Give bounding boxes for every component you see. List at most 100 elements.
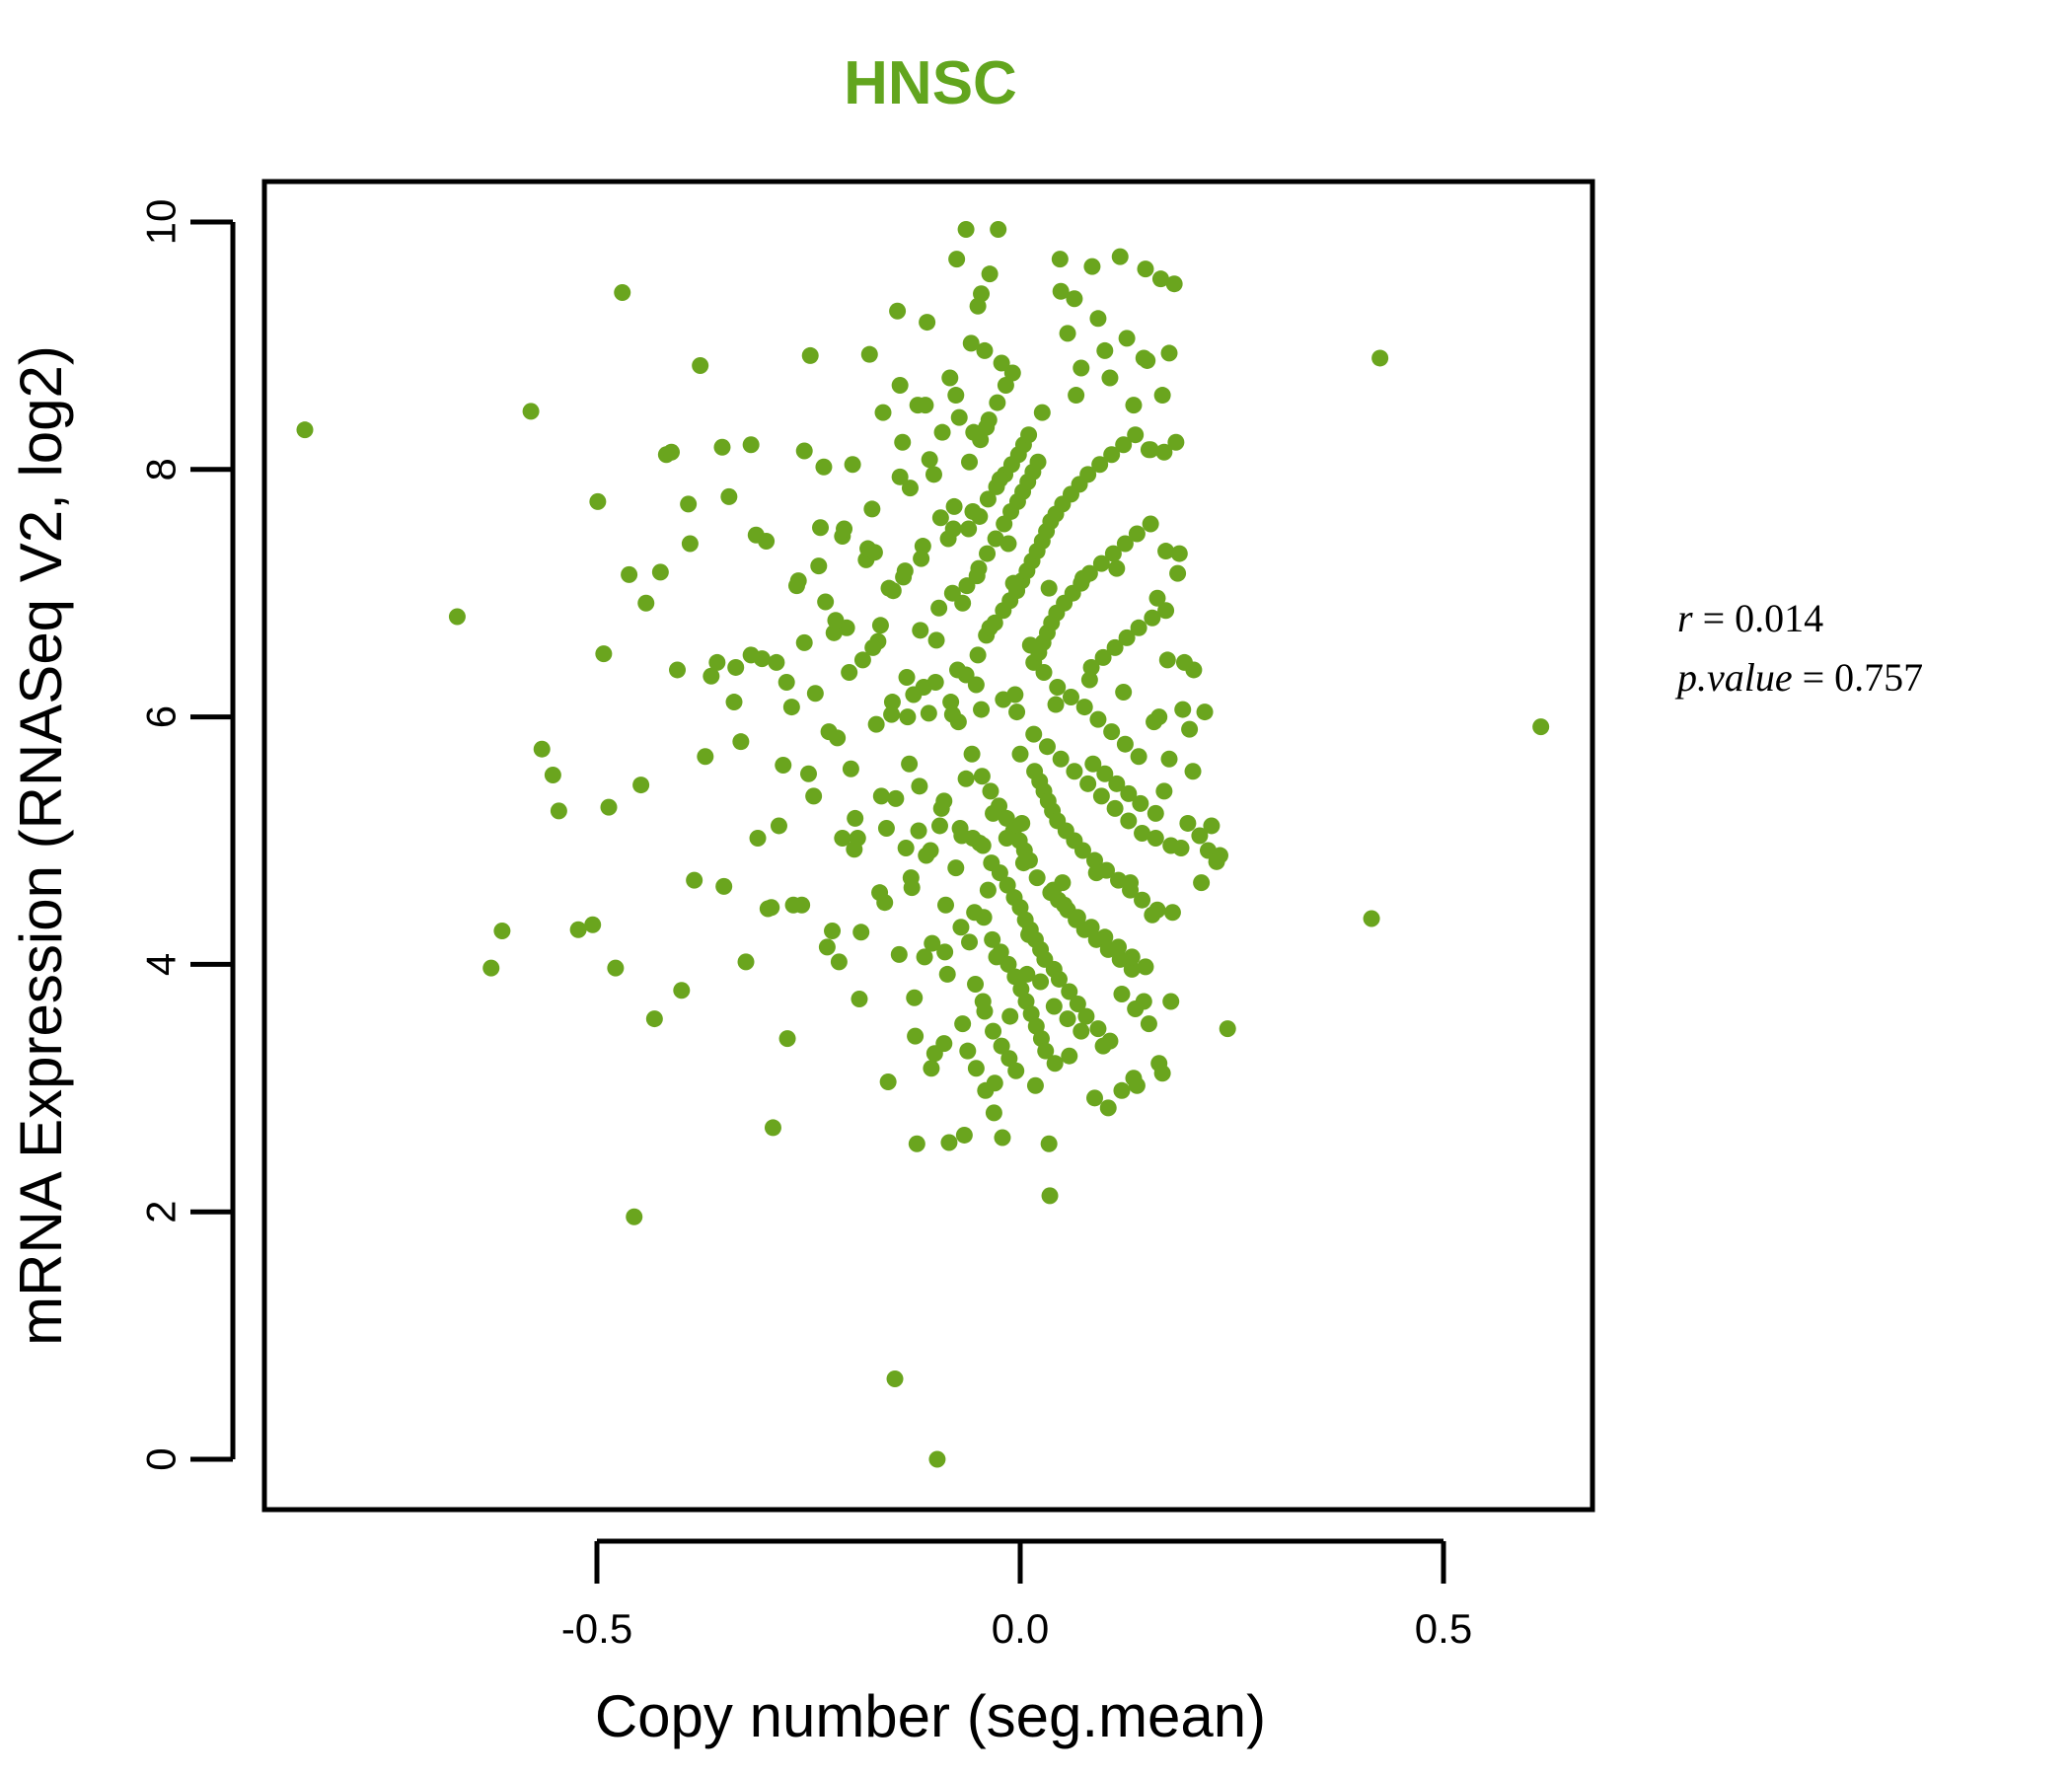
data-point [737, 953, 755, 971]
data-point [713, 438, 731, 456]
data-point [1047, 696, 1065, 713]
data-point [849, 829, 866, 847]
data-point [1103, 446, 1121, 464]
data-point [961, 453, 979, 471]
data-point [985, 1022, 1002, 1040]
data-point [836, 520, 853, 538]
data-point [669, 661, 687, 679]
data-point [1079, 775, 1097, 792]
data-point [860, 345, 878, 363]
data-point [1059, 325, 1076, 342]
data-point [998, 829, 1015, 847]
data-point [637, 594, 655, 612]
data-point [1153, 387, 1171, 405]
data-point [877, 819, 895, 837]
data-point [1155, 443, 1173, 461]
data-point [1172, 840, 1190, 857]
data-point [920, 704, 937, 722]
data-point [1118, 629, 1136, 646]
data-point [1118, 330, 1136, 347]
data-point [879, 1073, 897, 1091]
data-point [985, 804, 1002, 822]
data-point [1026, 1076, 1044, 1094]
data-point [872, 787, 890, 805]
data-point [894, 433, 912, 451]
data-point [909, 397, 926, 414]
data-point [1040, 579, 1058, 597]
data-point [1167, 433, 1185, 451]
data-point [1219, 1020, 1236, 1038]
data-point [1056, 896, 1073, 914]
data-point [890, 945, 908, 963]
data-point [1099, 1099, 1117, 1117]
data-point [827, 612, 845, 629]
data-point [1123, 948, 1141, 966]
data-point [544, 767, 561, 784]
data-point [976, 341, 994, 359]
data-point [1094, 648, 1112, 666]
data-point [1086, 1089, 1103, 1107]
data-point [1134, 824, 1151, 842]
data-point [1004, 574, 1022, 592]
data-point [841, 663, 858, 681]
data-point [1054, 874, 1072, 892]
data-point [959, 1042, 977, 1060]
data-point [742, 646, 760, 664]
data-point [1059, 1010, 1076, 1028]
data-point [697, 748, 714, 766]
data-point [589, 492, 607, 510]
data-point [1079, 466, 1097, 483]
data-point [1020, 426, 1038, 444]
data-point [1123, 960, 1141, 978]
data-point [944, 520, 962, 538]
data-point [703, 667, 720, 685]
y-axis-tick-label: 10 [138, 199, 185, 246]
data-point [1003, 364, 1021, 382]
data-point [1184, 763, 1202, 780]
y-axis-tick-label: 8 [138, 458, 185, 481]
data-point [901, 755, 919, 773]
data-point [626, 1208, 643, 1225]
data-point [993, 1037, 1010, 1055]
data-point [1128, 1076, 1146, 1094]
data-point [1125, 397, 1143, 414]
y-axis-tick-label: 2 [138, 1201, 185, 1223]
data-point [916, 948, 933, 966]
data-point [1062, 689, 1079, 706]
data-point [898, 668, 916, 686]
data-point [715, 877, 733, 895]
data-point [801, 346, 819, 364]
data-point [720, 487, 738, 505]
data-point [847, 809, 864, 827]
data-point [830, 953, 848, 971]
data-point [1042, 884, 1060, 902]
data-point [742, 436, 760, 454]
data-point [851, 991, 868, 1008]
data-point [1115, 684, 1133, 702]
data-point [1153, 1065, 1171, 1082]
data-point [998, 809, 1015, 827]
data-point [991, 471, 1008, 488]
data-point [1160, 344, 1178, 362]
x-axis: -0.5 0.0 0.5 [561, 1538, 1472, 1652]
data-point [981, 265, 999, 283]
data-point [942, 694, 960, 711]
data-point [749, 829, 767, 847]
data-point [1041, 1187, 1059, 1205]
data-points-layer [296, 221, 1550, 1468]
page-title: HNSC [844, 49, 1017, 117]
data-point [758, 533, 776, 551]
data-point [931, 509, 949, 527]
data-point [880, 579, 898, 597]
data-point [952, 919, 970, 936]
data-point [965, 423, 983, 441]
data-point [925, 466, 942, 483]
data-point [963, 745, 981, 763]
data-point [961, 933, 979, 951]
data-point [1083, 258, 1101, 275]
data-point [1116, 735, 1134, 753]
data-point [968, 567, 986, 585]
data-point [896, 562, 914, 580]
data-point [1179, 814, 1197, 832]
data-point [1050, 970, 1068, 988]
